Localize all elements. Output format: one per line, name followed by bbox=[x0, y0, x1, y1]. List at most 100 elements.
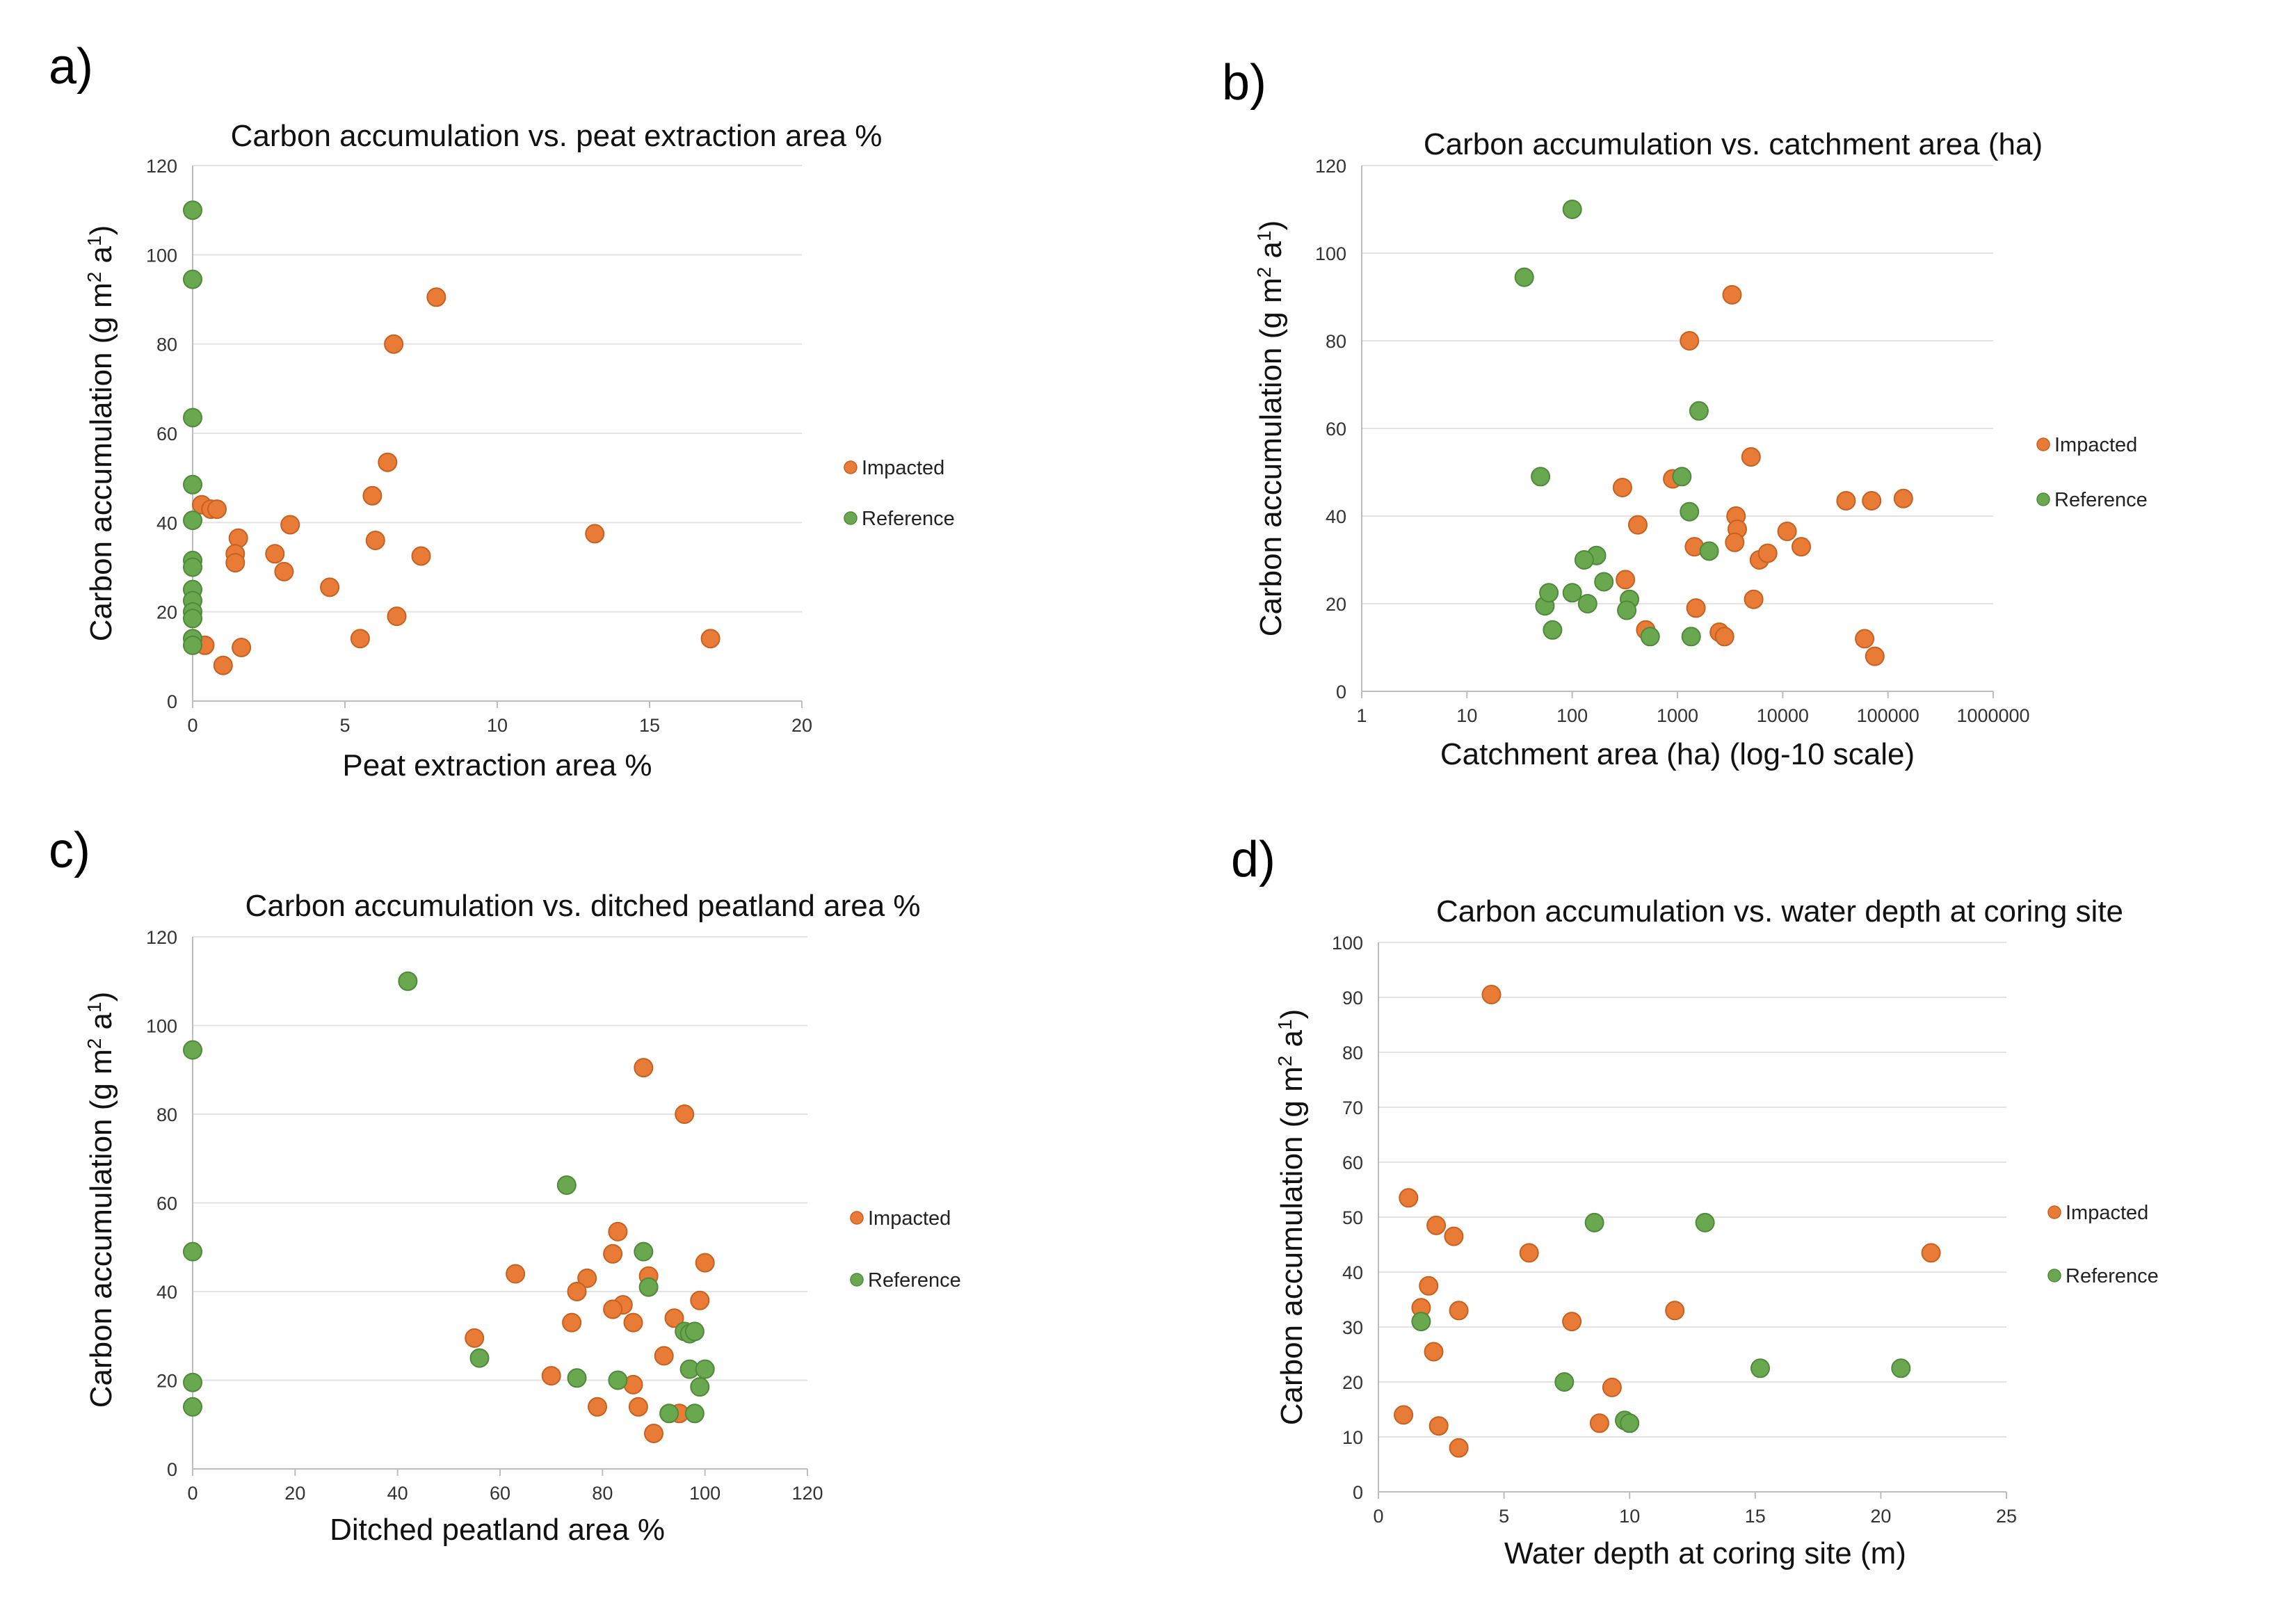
y-tick-label: 20 bbox=[1342, 1372, 1363, 1393]
x-tick-label: 100 bbox=[1556, 705, 1588, 726]
data-point-impacted bbox=[1424, 1342, 1444, 1362]
data-point-reference bbox=[1681, 627, 1701, 647]
y-tick-label: 20 bbox=[156, 1371, 177, 1392]
y-tick-label: 50 bbox=[1342, 1207, 1363, 1228]
data-point-impacted bbox=[387, 606, 407, 627]
data-point-impacted bbox=[588, 1397, 607, 1417]
data-point-impacted bbox=[603, 1244, 623, 1264]
data-point-impacted bbox=[541, 1366, 561, 1386]
y-tick-label: 120 bbox=[146, 927, 177, 948]
data-point-reference bbox=[183, 408, 202, 428]
data-point-reference bbox=[1617, 600, 1637, 620]
data-point-impacted bbox=[320, 577, 340, 597]
data-point-impacted bbox=[280, 515, 300, 535]
data-point-reference bbox=[1695, 1212, 1715, 1232]
chart-panel-d: d) Carbon accumulation vs. water depth at… bbox=[1231, 832, 2159, 1570]
data-point-impacted bbox=[1612, 478, 1632, 497]
data-point-reference bbox=[183, 510, 202, 531]
y-tick-label: 40 bbox=[156, 1282, 177, 1303]
data-point-impacted bbox=[362, 485, 383, 506]
y-tick-label: 30 bbox=[1342, 1317, 1363, 1338]
data-point-impacted bbox=[1865, 646, 1885, 666]
data-point-impacted bbox=[562, 1312, 582, 1333]
data-point-impacted bbox=[207, 499, 227, 520]
data-point-reference bbox=[183, 200, 202, 220]
y-tick-label: 80 bbox=[156, 335, 177, 355]
data-point-reference bbox=[1531, 467, 1551, 487]
data-point-impacted bbox=[350, 629, 370, 649]
y-tick-label: 0 bbox=[1336, 682, 1346, 702]
data-point-reference bbox=[1562, 200, 1582, 219]
legend-marker-impacted bbox=[844, 460, 858, 474]
data-point-impacted bbox=[265, 544, 285, 564]
data-point-impacted bbox=[228, 528, 248, 548]
x-axis-label: Peat extraction area % bbox=[342, 748, 652, 782]
data-point-reference bbox=[183, 557, 202, 577]
legend-marker-reference bbox=[844, 511, 858, 525]
data-point-reference bbox=[183, 609, 202, 629]
data-point-impacted bbox=[365, 531, 385, 550]
y-tick-label: 100 bbox=[1332, 933, 1363, 954]
data-point-reference bbox=[1577, 594, 1597, 613]
x-tick-label: 1 bbox=[1356, 705, 1367, 726]
data-point-impacted bbox=[1394, 1405, 1414, 1425]
data-point-reference bbox=[183, 635, 202, 655]
data-point-impacted bbox=[1741, 447, 1761, 467]
data-point-reference bbox=[684, 1404, 705, 1424]
y-tick-label: 0 bbox=[1353, 1482, 1363, 1503]
x-tick-label: 10000 bbox=[1757, 705, 1809, 726]
data-point-impacted bbox=[700, 629, 721, 649]
data-point-reference bbox=[1514, 267, 1534, 287]
legend-marker-reference bbox=[850, 1273, 864, 1287]
data-point-reference bbox=[695, 1359, 715, 1379]
data-point-reference bbox=[567, 1368, 587, 1388]
data-point-reference bbox=[183, 1040, 202, 1060]
chart-title: Carbon accumulation vs. water depth at c… bbox=[1436, 894, 2123, 928]
y-axis-label: Carbon accumulation (g m2 a1) bbox=[1253, 220, 1289, 637]
y-tick-label: 120 bbox=[146, 156, 177, 177]
legend-marker-impacted bbox=[2036, 437, 2050, 451]
data-point-reference bbox=[690, 1377, 710, 1397]
data-point-impacted bbox=[1426, 1215, 1447, 1235]
data-point-impacted bbox=[690, 1290, 710, 1310]
data-point-impacted bbox=[1757, 543, 1778, 563]
y-tick-label: 80 bbox=[1326, 331, 1346, 352]
chart-title: Carbon accumulation vs. peat extraction … bbox=[231, 119, 883, 153]
chart-title: Carbon accumulation vs. catchment area (… bbox=[1424, 127, 2043, 161]
data-point-reference bbox=[1543, 620, 1563, 640]
legend-label-reference: Reference bbox=[868, 1269, 961, 1292]
x-tick-label: 5 bbox=[339, 715, 350, 736]
y-tick-label: 60 bbox=[156, 424, 177, 444]
x-tick-label: 10 bbox=[487, 715, 508, 736]
data-point-impacted bbox=[1722, 284, 1742, 305]
x-tick-label: 0 bbox=[187, 1483, 198, 1504]
data-point-impacted bbox=[695, 1253, 715, 1273]
data-point-impacted bbox=[1836, 491, 1856, 510]
y-tick-label: 40 bbox=[1326, 506, 1346, 527]
data-point-reference bbox=[608, 1370, 628, 1390]
data-point-impacted bbox=[506, 1264, 526, 1284]
data-point-impacted bbox=[1519, 1243, 1539, 1263]
data-point-reference bbox=[1680, 501, 1700, 522]
data-point-impacted bbox=[1602, 1377, 1622, 1397]
y-tick-label: 70 bbox=[1342, 1098, 1363, 1118]
chart-title: Carbon accumulation vs. ditched peatland… bbox=[245, 889, 920, 923]
panel-label: c) bbox=[49, 823, 90, 878]
data-point-reference bbox=[1640, 627, 1660, 647]
data-point-impacted bbox=[1862, 491, 1882, 510]
x-tick-label: 25 bbox=[1996, 1506, 2017, 1527]
data-point-impacted bbox=[225, 553, 245, 573]
data-point-impacted bbox=[1855, 629, 1875, 649]
data-point-impacted bbox=[634, 1058, 654, 1078]
data-point-impacted bbox=[1921, 1243, 1941, 1263]
data-point-impacted bbox=[1714, 627, 1734, 647]
x-tick-label: 60 bbox=[490, 1483, 510, 1504]
data-point-impacted bbox=[1444, 1226, 1464, 1246]
x-axis-label: Catchment area (ha) (log-10 scale) bbox=[1440, 737, 1915, 771]
data-point-reference bbox=[183, 1241, 202, 1262]
data-point-reference bbox=[1594, 572, 1614, 592]
data-point-impacted bbox=[1686, 598, 1706, 618]
data-point-impacted bbox=[1744, 589, 1764, 609]
data-point-reference bbox=[1554, 1372, 1575, 1392]
data-point-reference bbox=[1689, 401, 1709, 421]
